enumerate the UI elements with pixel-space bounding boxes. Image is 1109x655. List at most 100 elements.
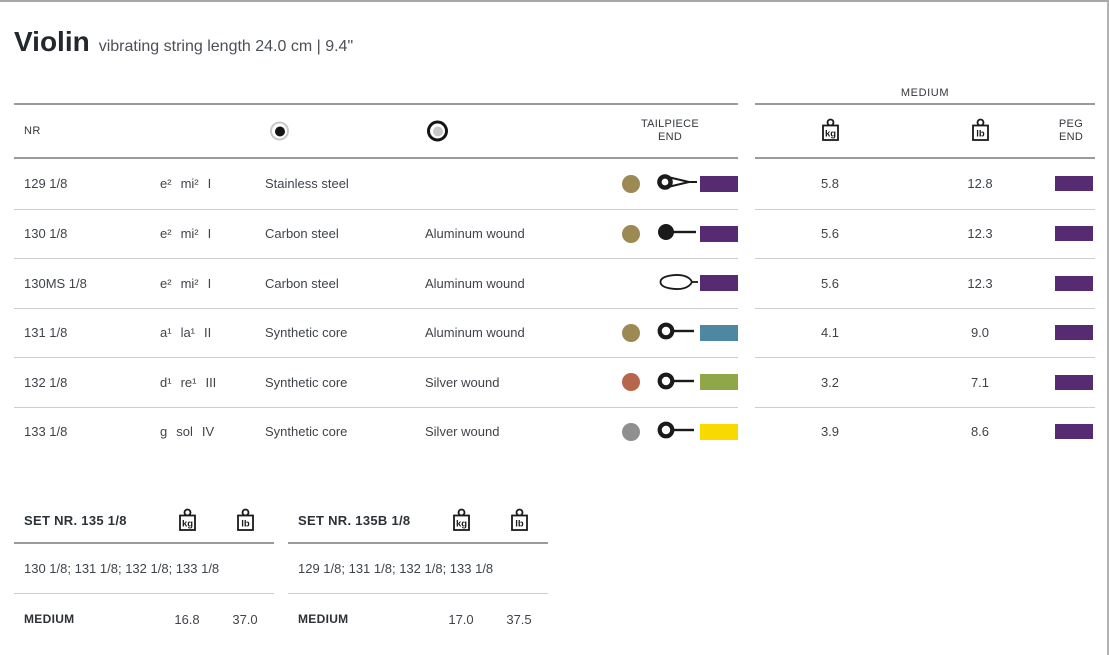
- row-right-section: 4.1 9.0: [755, 307, 1095, 358]
- tailpiece-end-icon-cell: [656, 419, 700, 444]
- svg-text:lb: lb: [515, 518, 524, 529]
- peg-end-color-swatch: [1055, 374, 1093, 390]
- set-tension-lb: 37.0: [232, 611, 258, 627]
- tailpiece-end-icon-cell: [656, 271, 700, 296]
- tension-lb-cell: 12.3: [967, 226, 993, 242]
- set-table-135: SET NR. 135 1/8 kg lb 130 1/8; 131 1/8; …: [14, 499, 274, 644]
- table-column-gap: [738, 159, 755, 209]
- set-tension-kg: 17.0: [448, 611, 474, 627]
- core-material-icon: [270, 121, 289, 141]
- note-solfege: mi²: [180, 226, 199, 242]
- note-solfege: sol: [176, 424, 193, 440]
- tailpiece-header-line2: END: [657, 131, 683, 143]
- peg-end-cell: [1055, 374, 1095, 390]
- tailpiece-color-swatch: [700, 423, 738, 440]
- tailpiece-end-icon-cell: [656, 171, 700, 196]
- tailpiece-swatch-cell: [700, 374, 738, 391]
- tailpiece-swatch-cell: [700, 275, 738, 292]
- peg-end-color-swatch: [1055, 424, 1093, 440]
- core-material-cell: Carbon steel: [265, 226, 339, 242]
- note-cell: e² mi² I: [160, 226, 265, 241]
- peg-end-color-swatch: [1055, 325, 1093, 341]
- nr-cell: 132 1/8: [24, 374, 68, 390]
- svg-text:lb: lb: [976, 129, 985, 140]
- winding-cell: Silver wound: [425, 374, 500, 390]
- row-right-section: 3.2 7.1: [755, 357, 1095, 407]
- lb-weight-icon: lb: [235, 508, 256, 534]
- note-letter: e²: [160, 176, 172, 192]
- winding-cell: Aluminum wound: [425, 226, 525, 242]
- string-color-dot: [622, 224, 640, 243]
- note-cell: d¹ re¹ III: [160, 375, 265, 390]
- lb-weight-icon: lb: [970, 118, 991, 144]
- row-right-section: 5.8 12.8: [755, 159, 1095, 209]
- winding-cell: Aluminum wound: [425, 325, 525, 341]
- peg-end-cell: [1055, 176, 1095, 192]
- set-table-135b: SET NR. 135B 1/8 kg lb 129 1/8; 131 1/8;…: [288, 499, 548, 644]
- note-letter: e²: [160, 275, 172, 291]
- winding-cell: Silver wound: [425, 424, 500, 440]
- page-subtitle: vibrating string length 24.0 cm | 9.4": [98, 38, 354, 55]
- tension-kg-cell: 4.1: [820, 325, 840, 341]
- row-left-section: 133 1/8 g sol IV Synthetic core Silver wound: [14, 406, 738, 457]
- core-material-cell: Carbon steel: [265, 275, 339, 291]
- note-cell: g sol IV: [160, 424, 265, 439]
- tailpiece-swatch-cell: [700, 423, 738, 440]
- nr-cell: 130 1/8: [24, 226, 68, 242]
- tension-lb-cell: 9.0: [970, 325, 990, 341]
- core-material-icon-center: [274, 126, 285, 136]
- tailpiece-swatch-cell: [700, 324, 738, 341]
- set-title: SET NR. 135B 1/8: [298, 513, 411, 528]
- table-row: 133 1/8 g sol IV Synthetic core Silver wound 3…: [14, 406, 1095, 457]
- svg-text:kg: kg: [825, 129, 836, 140]
- note-letter: g: [160, 424, 168, 440]
- note-solfege: re¹: [180, 374, 197, 390]
- table-row: 132 1/8 d¹ re¹ III Synthetic core Silver woun…: [14, 357, 1095, 407]
- note-cell: e² mi² I: [160, 276, 265, 291]
- table-column-gap: [738, 308, 755, 358]
- gauge-group-label: MEDIUM: [900, 87, 950, 99]
- set-gauge-label: MEDIUM: [298, 612, 349, 626]
- nr-cell: 129 1/8: [24, 176, 68, 192]
- tailpiece-header-line1: TAILPIECE: [640, 118, 700, 130]
- nr-column-header: NR: [24, 125, 41, 137]
- set-header: SET NR. 135B 1/8 kg lb: [288, 499, 548, 544]
- row-left-section: 131 1/8 a¹ la¹ II Synthetic core Aluminum wou…: [14, 307, 738, 358]
- tailpiece-color-swatch: [700, 374, 738, 391]
- set-gauge-row: MEDIUM 16.8 37.0: [14, 594, 274, 644]
- note-roman-numeral: III: [205, 374, 217, 390]
- table-row: 130 1/8 e² mi² I Carbon steel Aluminum wound 5…: [14, 208, 1095, 259]
- core-material-cell: Synthetic core: [265, 325, 348, 341]
- set-title: SET NR. 135 1/8: [24, 513, 127, 528]
- core-material-cell: Stainless steel: [265, 176, 349, 192]
- note-solfege: mi²: [180, 176, 199, 192]
- row-right-section: 5.6 12.3: [755, 258, 1095, 308]
- set-tension-lb: 37.5: [506, 611, 532, 627]
- lb-weight-icon: lb: [509, 508, 530, 534]
- note-letter: e²: [160, 226, 172, 242]
- note-solfege: la¹: [180, 325, 196, 341]
- tension-kg-cell: 5.6: [820, 226, 840, 242]
- kg-weight-icon: kg: [820, 118, 841, 144]
- tension-lb-cell: 12.3: [967, 275, 993, 291]
- core-material-cell: Synthetic core: [265, 424, 348, 440]
- svg-text:kg: kg: [455, 518, 466, 529]
- tailpiece-swatch-cell: [700, 225, 738, 242]
- peg-header-line1: PEG: [1058, 118, 1084, 130]
- table-header-right: kg lb PEG END: [755, 103, 1095, 159]
- tension-lb-cell: 7.1: [970, 374, 990, 390]
- nr-cell: 131 1/8: [24, 325, 68, 341]
- peg-end-color-swatch: [1055, 226, 1093, 242]
- svg-text:lb: lb: [241, 518, 250, 529]
- string-color-dot: [622, 422, 640, 441]
- set-contents: 130 1/8; 131 1/8; 132 1/8; 133 1/8: [14, 544, 274, 594]
- core-material-cell: Synthetic core: [265, 374, 348, 390]
- set-tension-kg: 16.8: [174, 611, 200, 627]
- winding-cell: Aluminum wound: [425, 275, 525, 291]
- tension-kg-cell: 5.6: [820, 275, 840, 291]
- ball-end-icon: [656, 221, 700, 246]
- note-roman-numeral: II: [204, 325, 212, 341]
- nr-cell: 133 1/8: [24, 424, 68, 440]
- string-color-dot-cell: [606, 174, 656, 193]
